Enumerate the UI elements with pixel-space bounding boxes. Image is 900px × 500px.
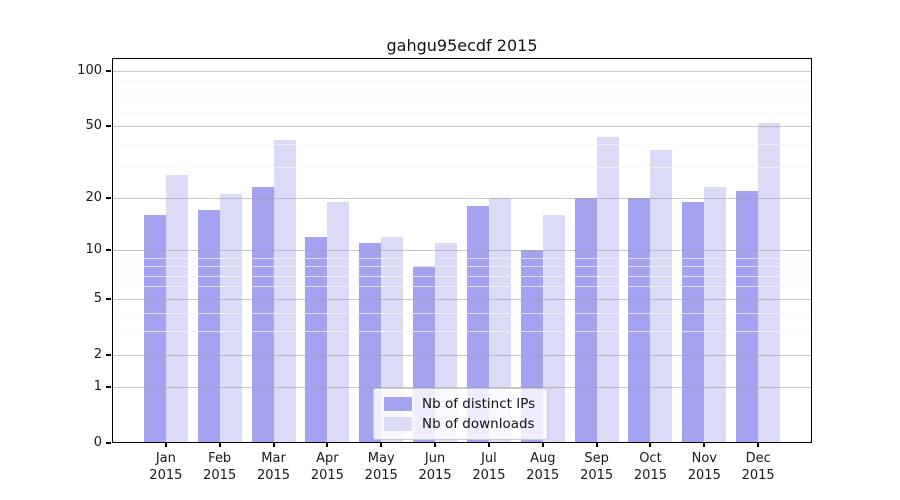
x-axis-tick bbox=[541, 443, 544, 447]
bar-downloads-apr bbox=[327, 201, 350, 443]
gridline-major bbox=[112, 71, 812, 73]
x-axis-tick bbox=[649, 443, 652, 447]
bar-distinct-ips-nov bbox=[682, 201, 705, 443]
legend-item-distinct-ips: Nb of distinct IPs bbox=[384, 396, 535, 412]
legend-item-downloads: Nb of downloads bbox=[384, 416, 535, 432]
x-axis-tick-label: May 2015 bbox=[364, 451, 398, 483]
bar-downloads-dec bbox=[758, 123, 781, 443]
y-axis-tick-label: 50 bbox=[85, 118, 102, 134]
x-axis-tick-label: Jan 2015 bbox=[149, 451, 183, 483]
x-axis-tick-label: Feb 2015 bbox=[203, 451, 237, 483]
gridline-minor bbox=[112, 257, 812, 259]
bar-distinct-ips-apr bbox=[305, 236, 328, 443]
bar-downloads-mar bbox=[273, 140, 296, 443]
x-axis-tick bbox=[595, 443, 598, 447]
x-axis-tick-label: Jul 2015 bbox=[472, 451, 506, 483]
gridline-minor bbox=[112, 286, 812, 288]
y-axis-tick-label: 5 bbox=[93, 290, 102, 306]
legend-swatch-downloads bbox=[384, 417, 412, 431]
bar-downloads-oct bbox=[650, 150, 673, 443]
gridline-minor bbox=[112, 79, 812, 81]
x-axis-tick-label: Dec 2015 bbox=[741, 451, 775, 483]
y-axis-tick-label: 0 bbox=[93, 435, 102, 450]
gridline-minor bbox=[112, 112, 812, 114]
gridline-minor bbox=[112, 166, 812, 168]
axes-frame bbox=[112, 58, 812, 443]
x-axis-tick bbox=[380, 443, 383, 447]
y-axis-tick-label: 2 bbox=[93, 346, 102, 362]
y-axis-tick-label: 20 bbox=[85, 189, 102, 205]
gridline-major bbox=[112, 298, 812, 300]
x-axis-tick bbox=[164, 443, 167, 447]
gridline-minor bbox=[112, 266, 812, 268]
y-axis-tick bbox=[106, 386, 111, 389]
bar-distinct-ips-feb bbox=[197, 210, 220, 443]
y-axis-tick-label: 1 bbox=[93, 379, 102, 395]
y-axis-tick bbox=[106, 125, 111, 128]
x-axis-tick-label: Nov 2015 bbox=[687, 451, 721, 483]
y-axis-tick bbox=[106, 70, 111, 73]
x-axis-tick bbox=[487, 443, 490, 447]
y-axis-tick bbox=[106, 248, 111, 251]
x-axis-tick-label: Aug 2015 bbox=[526, 451, 560, 483]
x-axis-tick bbox=[272, 443, 275, 447]
x-axis-tick-label: Oct 2015 bbox=[633, 451, 667, 483]
gridline-minor bbox=[112, 89, 812, 91]
legend: Nb of distinct IPs Nb of downloads bbox=[373, 388, 549, 440]
bar-downloads-aug bbox=[542, 214, 565, 443]
x-axis-tick-label: Apr 2015 bbox=[310, 451, 344, 483]
bar-distinct-ips-jul bbox=[466, 205, 489, 443]
x-axis-tick bbox=[218, 443, 221, 447]
x-axis-tick bbox=[326, 443, 329, 447]
chart-title: gahgu95ecdf 2015 bbox=[386, 36, 538, 55]
bar-distinct-ips-jan bbox=[143, 214, 166, 443]
gridline-major bbox=[112, 354, 812, 356]
bar-downloads-jul bbox=[488, 197, 511, 443]
x-axis-tick bbox=[703, 443, 706, 447]
bar-downloads-jan bbox=[165, 174, 188, 443]
x-axis-tick bbox=[434, 443, 437, 447]
bar-downloads-feb bbox=[219, 194, 242, 443]
gridline-minor bbox=[112, 99, 812, 101]
gridline-major bbox=[112, 387, 812, 389]
legend-label-downloads: Nb of downloads bbox=[422, 416, 535, 432]
y-axis-tick bbox=[106, 297, 111, 300]
bar-downloads-sep bbox=[596, 136, 619, 443]
gridline-minor bbox=[112, 144, 812, 146]
x-axis-tick-label: Mar 2015 bbox=[256, 451, 291, 483]
gridline-major bbox=[112, 249, 812, 251]
y-axis-tick bbox=[106, 353, 111, 356]
gridline-minor bbox=[112, 275, 812, 277]
bar-distinct-ips-sep bbox=[574, 197, 597, 443]
gridline-major bbox=[112, 197, 812, 199]
bar-distinct-ips-mar bbox=[251, 187, 274, 443]
y-axis-tick-label: 100 bbox=[77, 63, 102, 79]
legend-label-distinct-ips: Nb of distinct IPs bbox=[422, 396, 536, 412]
x-axis-tick-label: Jun 2015 bbox=[418, 451, 452, 483]
bar-downloads-nov bbox=[704, 187, 727, 443]
bar-distinct-ips-oct bbox=[628, 197, 651, 443]
gridline-major bbox=[112, 126, 812, 128]
y-axis-tick bbox=[106, 196, 111, 199]
y-axis-tick bbox=[106, 442, 111, 444]
x-axis-tick-label: Sep 2015 bbox=[580, 451, 614, 483]
y-axis-tick-label: 10 bbox=[85, 241, 102, 257]
gridline-minor bbox=[112, 313, 812, 315]
gridline-minor bbox=[112, 331, 812, 333]
legend-swatch-distinct-ips bbox=[384, 397, 412, 411]
plot-area: Nb of distinct IPs Nb of downloads bbox=[112, 58, 812, 443]
x-axis-tick bbox=[757, 443, 760, 447]
bar-distinct-ips-dec bbox=[736, 190, 759, 443]
